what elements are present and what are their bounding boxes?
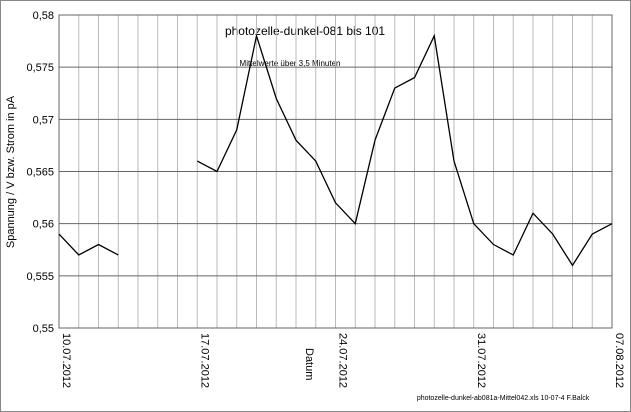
y-tick-label: 0,575 xyxy=(26,62,54,74)
footnote: photozelle-dunkel-ab081a-Mittel042.xls 1… xyxy=(417,395,590,402)
plot-area xyxy=(58,14,613,329)
y-tick-label: 0,55 xyxy=(33,323,54,335)
line-series xyxy=(58,233,119,256)
chart-title: photozelle-dunkel-081 bis 101 xyxy=(225,24,385,38)
x-tick-label: 07.08.2012 xyxy=(613,333,625,388)
chart-subtitle: Mittelwerte über 3,5 Minuten xyxy=(240,59,341,68)
y-tick-label: 0,565 xyxy=(26,167,54,179)
y-tick-label: 0,555 xyxy=(26,271,54,283)
y-tick-label: 0,58 xyxy=(33,10,54,22)
x-tick-label: 10.07.2012 xyxy=(60,333,72,388)
y-tick-label: 0,57 xyxy=(33,114,54,126)
y-tick-label: 0,56 xyxy=(33,219,54,231)
x-tick-label: 17.07.2012 xyxy=(198,333,210,388)
line-series xyxy=(196,33,613,267)
y-axis-label: Spannung / V bzw. Strom in pA xyxy=(5,95,17,248)
x-tick-label: 31.07.2012 xyxy=(475,333,487,388)
x-tick-label: 24.07.2012 xyxy=(337,333,349,388)
x-axis-label: Datum xyxy=(303,348,315,380)
